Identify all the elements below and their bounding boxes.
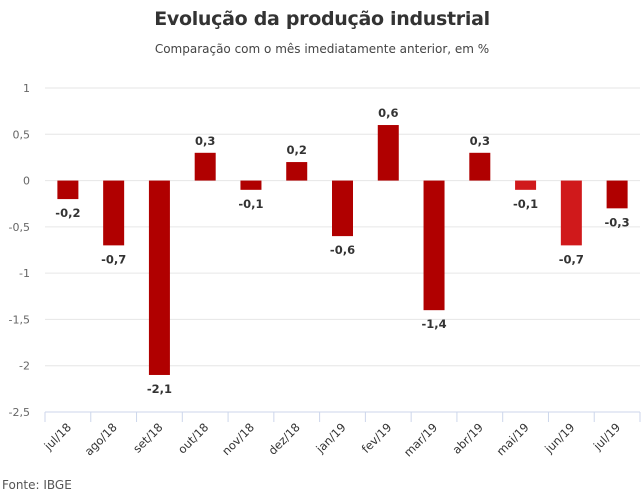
data-label: -0,2 — [55, 206, 80, 220]
y-tick-label: -1 — [19, 267, 30, 280]
x-axis: jul/18 ago/18 set/18 out/18 nov/18 dez/18 jan/… — [41, 411, 641, 459]
x-tick-label: fev/19 — [359, 420, 395, 456]
bar — [286, 162, 308, 181]
y-tick-label: 1 — [23, 82, 30, 95]
x-tick-label: dez/18 — [265, 420, 302, 457]
data-label: 0,3 — [195, 134, 215, 148]
bar — [606, 180, 628, 209]
bar — [240, 180, 262, 190]
x-tick-label: set/18 — [130, 420, 165, 455]
bar — [332, 180, 353, 237]
x-tick-label: nov/18 — [219, 420, 257, 458]
bar — [57, 180, 79, 200]
bar — [469, 152, 491, 181]
gridlines — [45, 87, 640, 367]
data-label: -0,1 — [238, 197, 263, 211]
bar — [148, 180, 170, 375]
chart-subtitle: Comparação com o mês imediatamente anter… — [154, 42, 490, 56]
bar — [194, 152, 216, 181]
x-tick-label: jun/19 — [541, 420, 577, 456]
chart-title: Evolução da produção industrial — [154, 8, 490, 30]
source-note: Fonte: IBGE — [2, 478, 72, 492]
data-label: -0,7 — [101, 252, 126, 266]
x-tick-label: mar/19 — [401, 420, 440, 459]
y-tick-label: 0,5 — [13, 128, 31, 141]
data-label: -0,1 — [513, 197, 538, 211]
data-label: -1,4 — [421, 317, 446, 331]
x-tick-label: abr/19 — [449, 420, 485, 456]
bar — [515, 180, 537, 190]
y-tick-label: 0 — [23, 175, 30, 188]
data-labels: -0,2 -0,7 -2,1 0,3 -0,1 0,2 -0,6 0,6 -1,4 0,3 -0,1… — [55, 106, 629, 396]
bar — [377, 125, 399, 181]
data-label: -0,3 — [605, 215, 630, 229]
y-tick-label: -2 — [19, 360, 30, 373]
data-label: -2,1 — [147, 382, 172, 396]
data-label: -0,6 — [330, 243, 355, 257]
x-tick-label: jan/19 — [313, 420, 349, 456]
y-axis: 1 0,5 0 -0,5 -1 -1,5 -2 -2,5 — [9, 82, 30, 419]
y-tick-label: -1,5 — [9, 313, 30, 326]
data-label: -0,7 — [559, 252, 584, 266]
y-tick-label: -2,5 — [9, 406, 30, 419]
y-tick-label: -0,5 — [9, 221, 30, 234]
x-tick-label: mai/19 — [494, 420, 532, 458]
x-tick-label: ago/18 — [82, 420, 120, 458]
data-label: 0,6 — [378, 106, 398, 120]
data-label: 0,3 — [470, 134, 490, 148]
bar — [560, 180, 582, 246]
bar — [423, 180, 445, 311]
data-label: 0,2 — [287, 143, 307, 157]
bars — [57, 125, 628, 375]
bar — [103, 180, 125, 246]
x-tick-label: out/18 — [175, 420, 211, 456]
x-tick-label: jul/19 — [590, 420, 623, 453]
x-tick-label: jul/18 — [41, 420, 74, 453]
